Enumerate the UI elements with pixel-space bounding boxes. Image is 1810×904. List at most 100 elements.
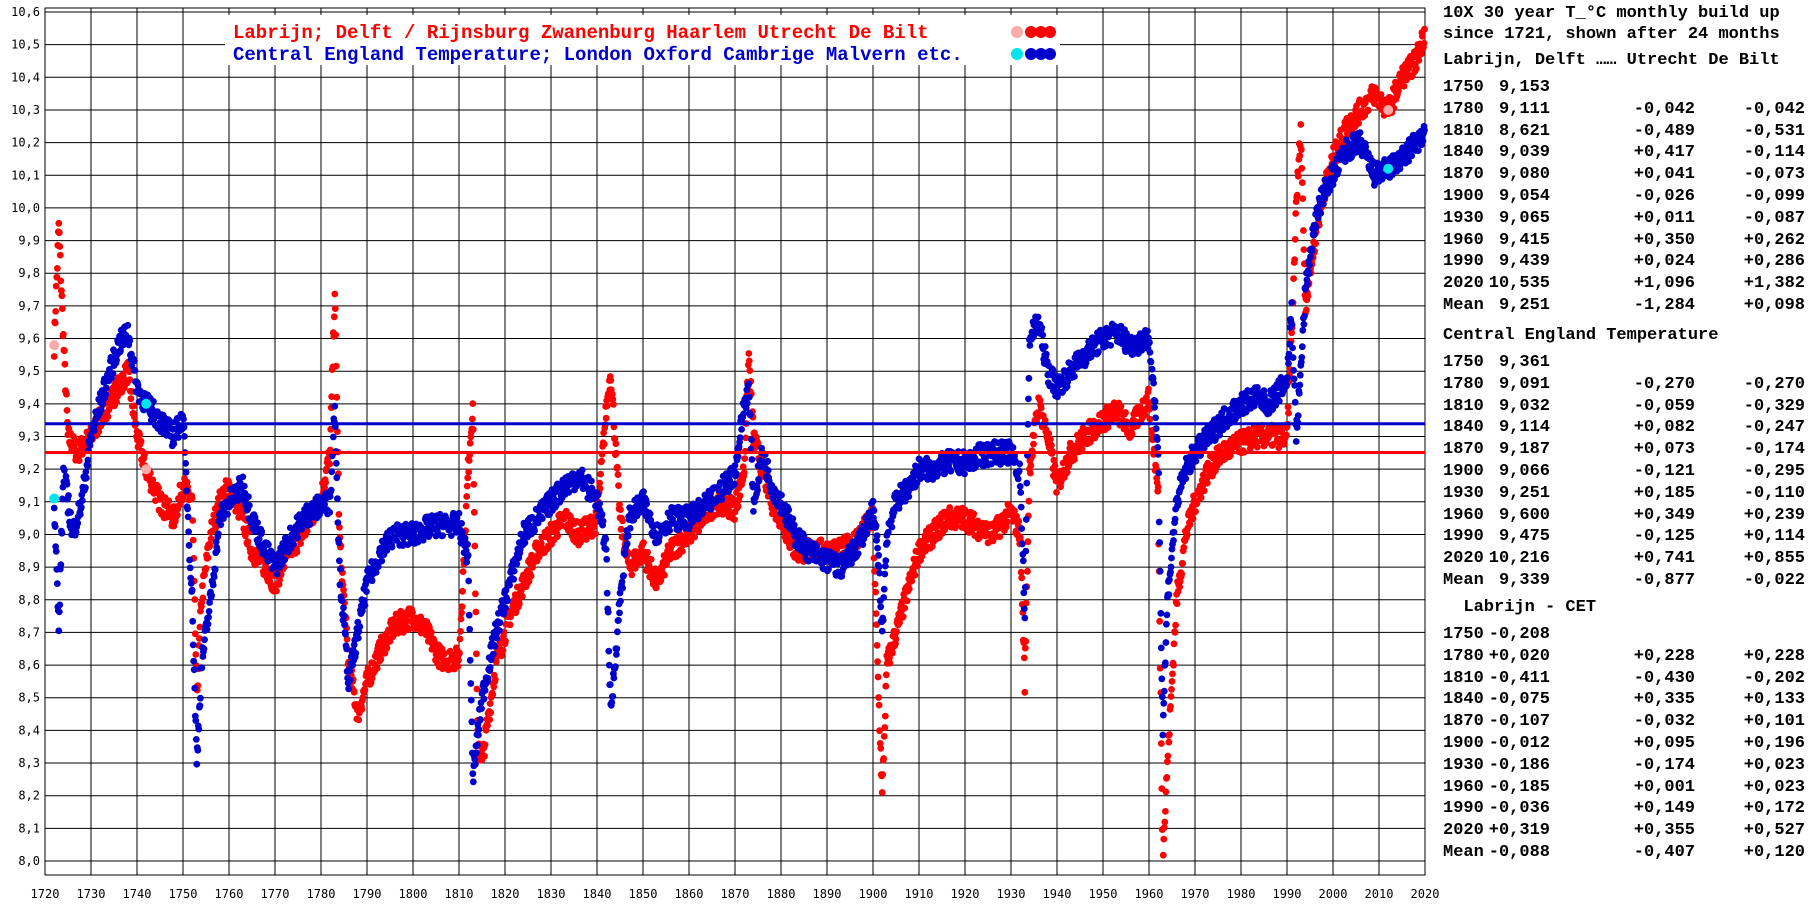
point-labrijn [484,722,491,729]
point-labrijn [596,479,603,487]
point-cet [1151,404,1158,411]
point-cet [610,674,618,682]
point-cet [82,484,89,492]
point-labrijn [905,585,913,593]
point-cet [327,486,335,494]
point-labrijn [63,390,70,398]
x-tick-label-2020: 2020 [1411,887,1440,901]
point-labrijn [321,484,328,491]
point-cet [875,563,883,571]
point-labrijn [1300,246,1308,254]
point-cet [608,699,616,706]
point-labrijn [817,536,825,544]
point-cet [469,770,477,778]
point-cet [603,555,611,563]
point-labrijn [1364,107,1372,114]
point-cet [51,523,59,530]
point-cet [878,627,886,635]
point-cet [746,411,754,419]
point-cet [189,641,197,649]
point-labrijn [207,535,215,543]
point-labrijn [603,402,611,410]
point-cet [254,519,261,526]
point-labrijn [373,664,381,672]
point-labrijn [592,530,599,537]
chart-grid [44,7,1426,876]
point-labrijn [456,649,463,657]
point-labrijn [878,789,886,796]
point-labrijn [1254,443,1261,451]
point-cet [211,566,219,574]
point-cet [209,581,217,589]
point-labrijn [1171,628,1179,636]
point-cet [332,460,340,467]
point-cet [190,666,198,674]
point-labrijn [874,673,882,681]
y-axis-tick-labels: 8,08,18,28,38,48,58,68,78,88,99,09,19,29… [11,5,40,868]
point-labrijn [403,617,411,625]
point-cet [496,619,504,627]
point-labrijn [877,744,885,752]
point-cet [869,497,877,505]
point-labrijn [876,727,883,735]
point-labrijn [458,603,466,611]
point-cet [1148,365,1156,373]
point-cet [731,480,738,488]
point-cet [620,572,627,579]
point-labrijn [196,635,203,642]
point-labrijn [1021,644,1029,652]
point-labrijn [903,597,911,605]
point-labrijn [486,716,494,724]
point-cet [352,649,360,657]
point-cet [1150,379,1157,387]
point-cet [883,539,891,547]
point-cet [1146,349,1154,356]
point-labrijn [1284,403,1292,411]
point-labrijn [598,457,605,465]
point-labrijn [440,650,448,658]
point-labrijn [881,724,889,731]
point-labrijn [1164,752,1172,760]
point-labrijn [691,533,698,541]
point-labrijn [652,584,660,592]
point-labrijn [472,590,479,598]
point-labrijn [1027,462,1035,469]
point-labrijn [487,709,495,717]
point-labrijn [1189,515,1197,523]
point-labrijn [1203,479,1211,487]
point-labrijn [350,688,358,696]
point-labrijn [506,621,514,629]
point-cet [55,627,63,635]
point-cet [604,608,612,616]
x-tick-label-1950: 1950 [1089,887,1118,901]
point-cet [88,434,95,442]
y-tick-label-11: 9,1 [18,495,40,509]
point-labrijn [464,474,472,482]
point-labrijn [901,604,909,612]
point-labrijn [502,637,509,645]
point-cet [341,621,348,629]
point-cet [1021,614,1029,622]
point-cet [1162,659,1169,667]
y-tick-label-13: 9,3 [18,430,40,444]
point-labrijn [879,771,887,778]
point-cet [754,486,761,494]
point-cet [1071,373,1078,380]
point-cet [905,493,913,500]
y-tick-label-16: 9,6 [18,332,40,346]
point-cet [881,570,889,578]
x-tick-label-2000: 2000 [1319,887,1348,901]
y-tick-label-20: 10,0 [11,201,40,215]
point-cet [1156,567,1164,575]
point-cet [596,500,603,507]
point-labrijn [1285,409,1292,417]
point-labrijn [1197,494,1205,502]
x-tick-label-1740: 1740 [123,887,152,901]
point-cet [331,402,339,410]
point-labrijn [191,596,199,603]
point-cet [83,474,90,482]
point-labrijn [137,438,145,445]
point-labrijn [276,576,283,584]
point-cet [334,495,341,502]
point-cet [74,519,82,527]
